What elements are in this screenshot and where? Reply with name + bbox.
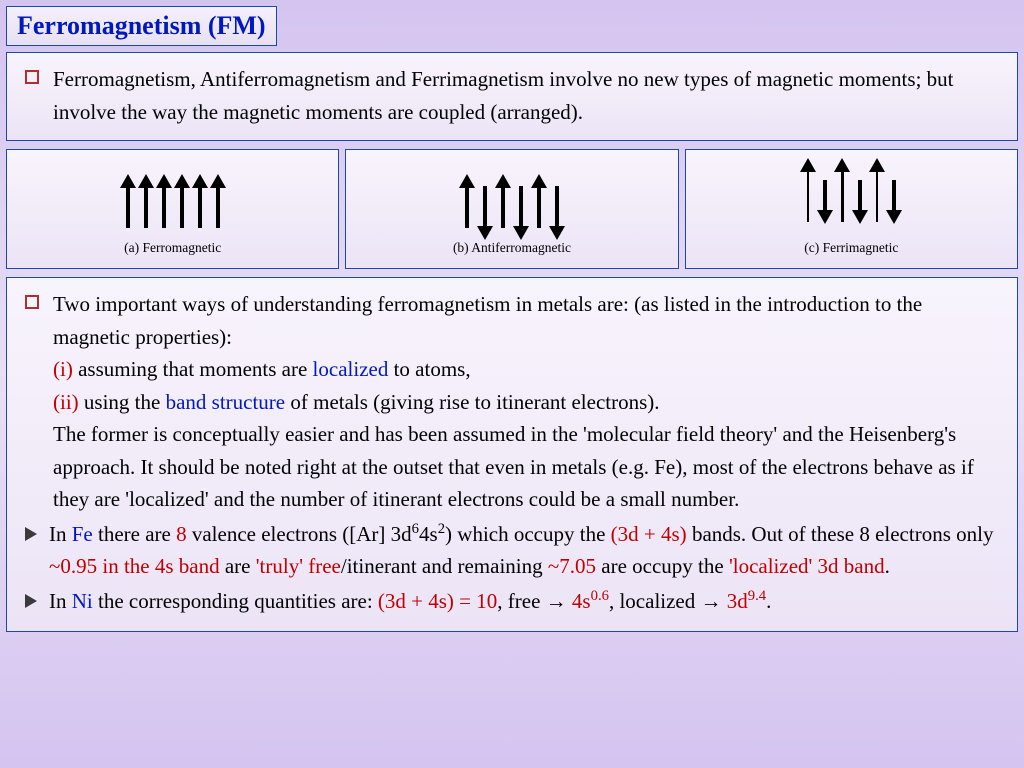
i-text-a: assuming that moments are [73, 357, 313, 381]
arrow-up-icon [501, 186, 505, 228]
fe-c: valence electrons ([Ar] 3d [187, 522, 412, 546]
ni-d: , localized [609, 589, 701, 613]
fe-h: /itinerant and remaining [341, 554, 548, 578]
fe-e: ) which occupy the [445, 522, 611, 546]
fe-a: In [49, 522, 72, 546]
ni-e: . [766, 589, 771, 613]
fe-free: 'truly' free [256, 554, 341, 578]
ni-paragraph: In Ni the corresponding quantities are: … [49, 585, 1001, 619]
caption-antiferro: (b) Antiferromagnetic [354, 240, 669, 256]
arrow-down-icon [858, 180, 862, 212]
arrow-down-icon [519, 186, 523, 228]
fe-name: Fe [72, 522, 93, 546]
arrow-up-icon [126, 186, 130, 228]
ni-bands: (3d + 4s) = 10 [378, 589, 497, 613]
arrow-down-icon [555, 186, 559, 228]
intro-bullet-row: Ferromagnetism, Antiferromagnetism and F… [19, 63, 1001, 128]
diagram-row: (a) Ferromagnetic (b) Antiferromagnetic … [6, 149, 1018, 269]
fe-sup1: 6 [412, 521, 419, 537]
ni-bullet-row: In Ni the corresponding quantities are: … [19, 585, 1001, 619]
fe-bullet-row: In Fe there are 8 valence electrons ([Ar… [19, 518, 1001, 583]
fe-i: are occupy the [596, 554, 729, 578]
arrow-up-icon [162, 186, 166, 228]
arrow-up-icon [876, 170, 879, 222]
arrows-ferro [15, 164, 330, 228]
ni-b: the corresponding quantities are: [93, 589, 378, 613]
ni-free-sup: 0.6 [591, 588, 609, 604]
arrows-ferri [694, 164, 1009, 228]
square-bullet-icon [25, 70, 39, 84]
caption-ferro: (a) Ferromagnetic [15, 240, 330, 256]
caption-ferri: (c) Ferrimagnetic [694, 240, 1009, 256]
diagram-ferromagnetic: (a) Ferromagnetic [6, 149, 339, 269]
ii-label: (ii) [53, 390, 79, 414]
arrow-icon: → [546, 590, 567, 613]
i-label: (i) [53, 357, 73, 381]
arrow-up-icon [537, 186, 541, 228]
arrow-up-icon [465, 186, 469, 228]
arrow-icon: → [701, 590, 722, 613]
arrow-down-icon [892, 180, 896, 212]
ii-text-a: using the [79, 390, 166, 414]
arrows-antiferro [354, 164, 669, 228]
fe-b: there are [93, 522, 176, 546]
square-bullet-icon [25, 295, 39, 309]
ni-loc-sup: 9.4 [748, 588, 766, 604]
ni-a: In [49, 589, 72, 613]
arrow-up-icon [144, 186, 148, 228]
main-paragraph-1: Two important ways of understanding ferr… [53, 288, 1001, 516]
arrow-up-icon [841, 170, 844, 222]
i-text-b: to atoms, [388, 357, 470, 381]
fe-eight: 8 [176, 522, 187, 546]
arrow-up-icon [180, 186, 184, 228]
fe-g: are [220, 554, 256, 578]
fe-f: bands. Out of these 8 electrons only [687, 522, 994, 546]
p1-a: Two important ways of understanding ferr… [53, 292, 922, 349]
main-bullet-row: Two important ways of understanding ferr… [19, 288, 1001, 516]
page-title: Ferromagnetism (FM) [17, 11, 266, 40]
fe-095: ~0.95 in the 4s band [49, 554, 220, 578]
fe-d: 4s [419, 522, 438, 546]
intro-box: Ferromagnetism, Antiferromagnetism and F… [6, 52, 1018, 141]
ni-loc: 3d9.4 [722, 589, 767, 613]
ni-free: 4s0.6 [567, 589, 609, 613]
arrow-up-icon [216, 186, 220, 228]
ni-c: , free [497, 589, 545, 613]
ni-name: Ni [72, 589, 93, 613]
arrow-down-icon [823, 180, 827, 212]
fe-705: ~7.05 [548, 554, 596, 578]
ni-free-base: 4s [567, 589, 591, 613]
ii-band: band structure [166, 390, 286, 414]
arrow-down-icon [483, 186, 487, 228]
diagram-ferrimagnetic: (c) Ferrimagnetic [685, 149, 1018, 269]
fe-paragraph: In Fe there are 8 valence electrons ([Ar… [49, 518, 1001, 583]
fe-loc3d: 'localized' 3d band [729, 554, 885, 578]
i-localized: localized [313, 357, 389, 381]
intro-text: Ferromagnetism, Antiferromagnetism and F… [53, 63, 1001, 128]
arrow-up-icon [807, 170, 810, 222]
triangle-bullet-icon [25, 594, 37, 608]
diagram-antiferromagnetic: (b) Antiferromagnetic [345, 149, 678, 269]
ni-loc-base: 3d [722, 589, 748, 613]
main-box: Two important ways of understanding ferr… [6, 277, 1018, 631]
arrow-up-icon [198, 186, 202, 228]
fe-j: . [885, 554, 890, 578]
triangle-bullet-icon [25, 527, 37, 541]
fe-bands: (3d + 4s) [611, 522, 687, 546]
title-box: Ferromagnetism (FM) [6, 6, 277, 46]
p2: The former is conceptually easier and ha… [53, 422, 974, 511]
ii-text-b: of metals (giving rise to itinerant elec… [285, 390, 659, 414]
fe-sup2: 2 [438, 521, 445, 537]
